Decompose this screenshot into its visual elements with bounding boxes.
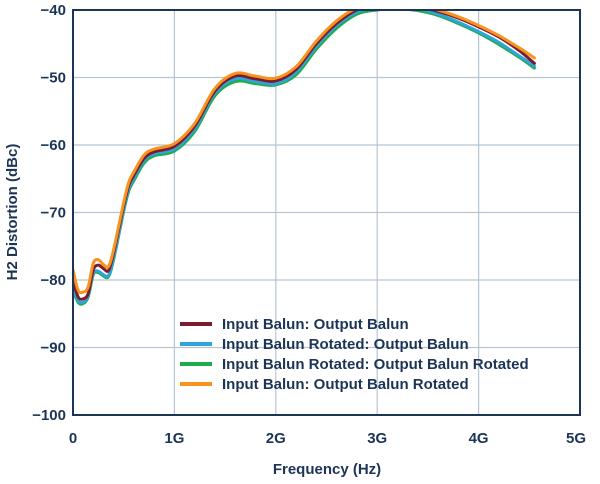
y-tick-label: −50 — [41, 70, 66, 87]
plot-frame — [72, 9, 581, 416]
series-line-1 — [73, 10, 536, 305]
x-axis-title: Frequency (Hz) — [273, 461, 381, 478]
y-tick-label: −80 — [41, 272, 66, 289]
y-tick-label: −70 — [41, 205, 66, 222]
x-tick-label: 0 — [69, 430, 77, 447]
x-tick-label: 3G — [367, 430, 387, 447]
y-tick-label: −90 — [41, 340, 66, 357]
legend-label: Input Balun Rotated: Output Balun Rotate… — [222, 356, 529, 373]
series-line-0 — [73, 10, 536, 301]
series-group — [73, 10, 536, 306]
y-tick-label: −40 — [41, 2, 66, 19]
legend-label: Input Balun: Output Balun Rotated — [222, 376, 469, 393]
grid — [73, 10, 580, 415]
x-tick-label: 5G — [566, 430, 586, 447]
y-axis-title: H2 Distortion (dBc) — [4, 144, 21, 281]
x-tick-label: 4G — [469, 430, 489, 447]
x-tick-label: 2G — [266, 430, 286, 447]
x-tick-labels: 0 1G 2G 3G 4G 5G — [69, 430, 586, 447]
y-tick-labels: −100 −90 −80 −70 −60 −50 −40 — [32, 2, 66, 424]
legend: Input Balun: Output Balun Input Balun Rot… — [180, 316, 529, 393]
legend-label: Input Balun Rotated: Output Balun — [222, 336, 469, 353]
series-line-3 — [73, 10, 536, 295]
legend-label: Input Balun: Output Balun — [222, 316, 409, 333]
y-tick-label: −100 — [32, 407, 66, 424]
x-tick-label: 1G — [164, 430, 184, 447]
y-tick-label: −60 — [41, 137, 66, 154]
